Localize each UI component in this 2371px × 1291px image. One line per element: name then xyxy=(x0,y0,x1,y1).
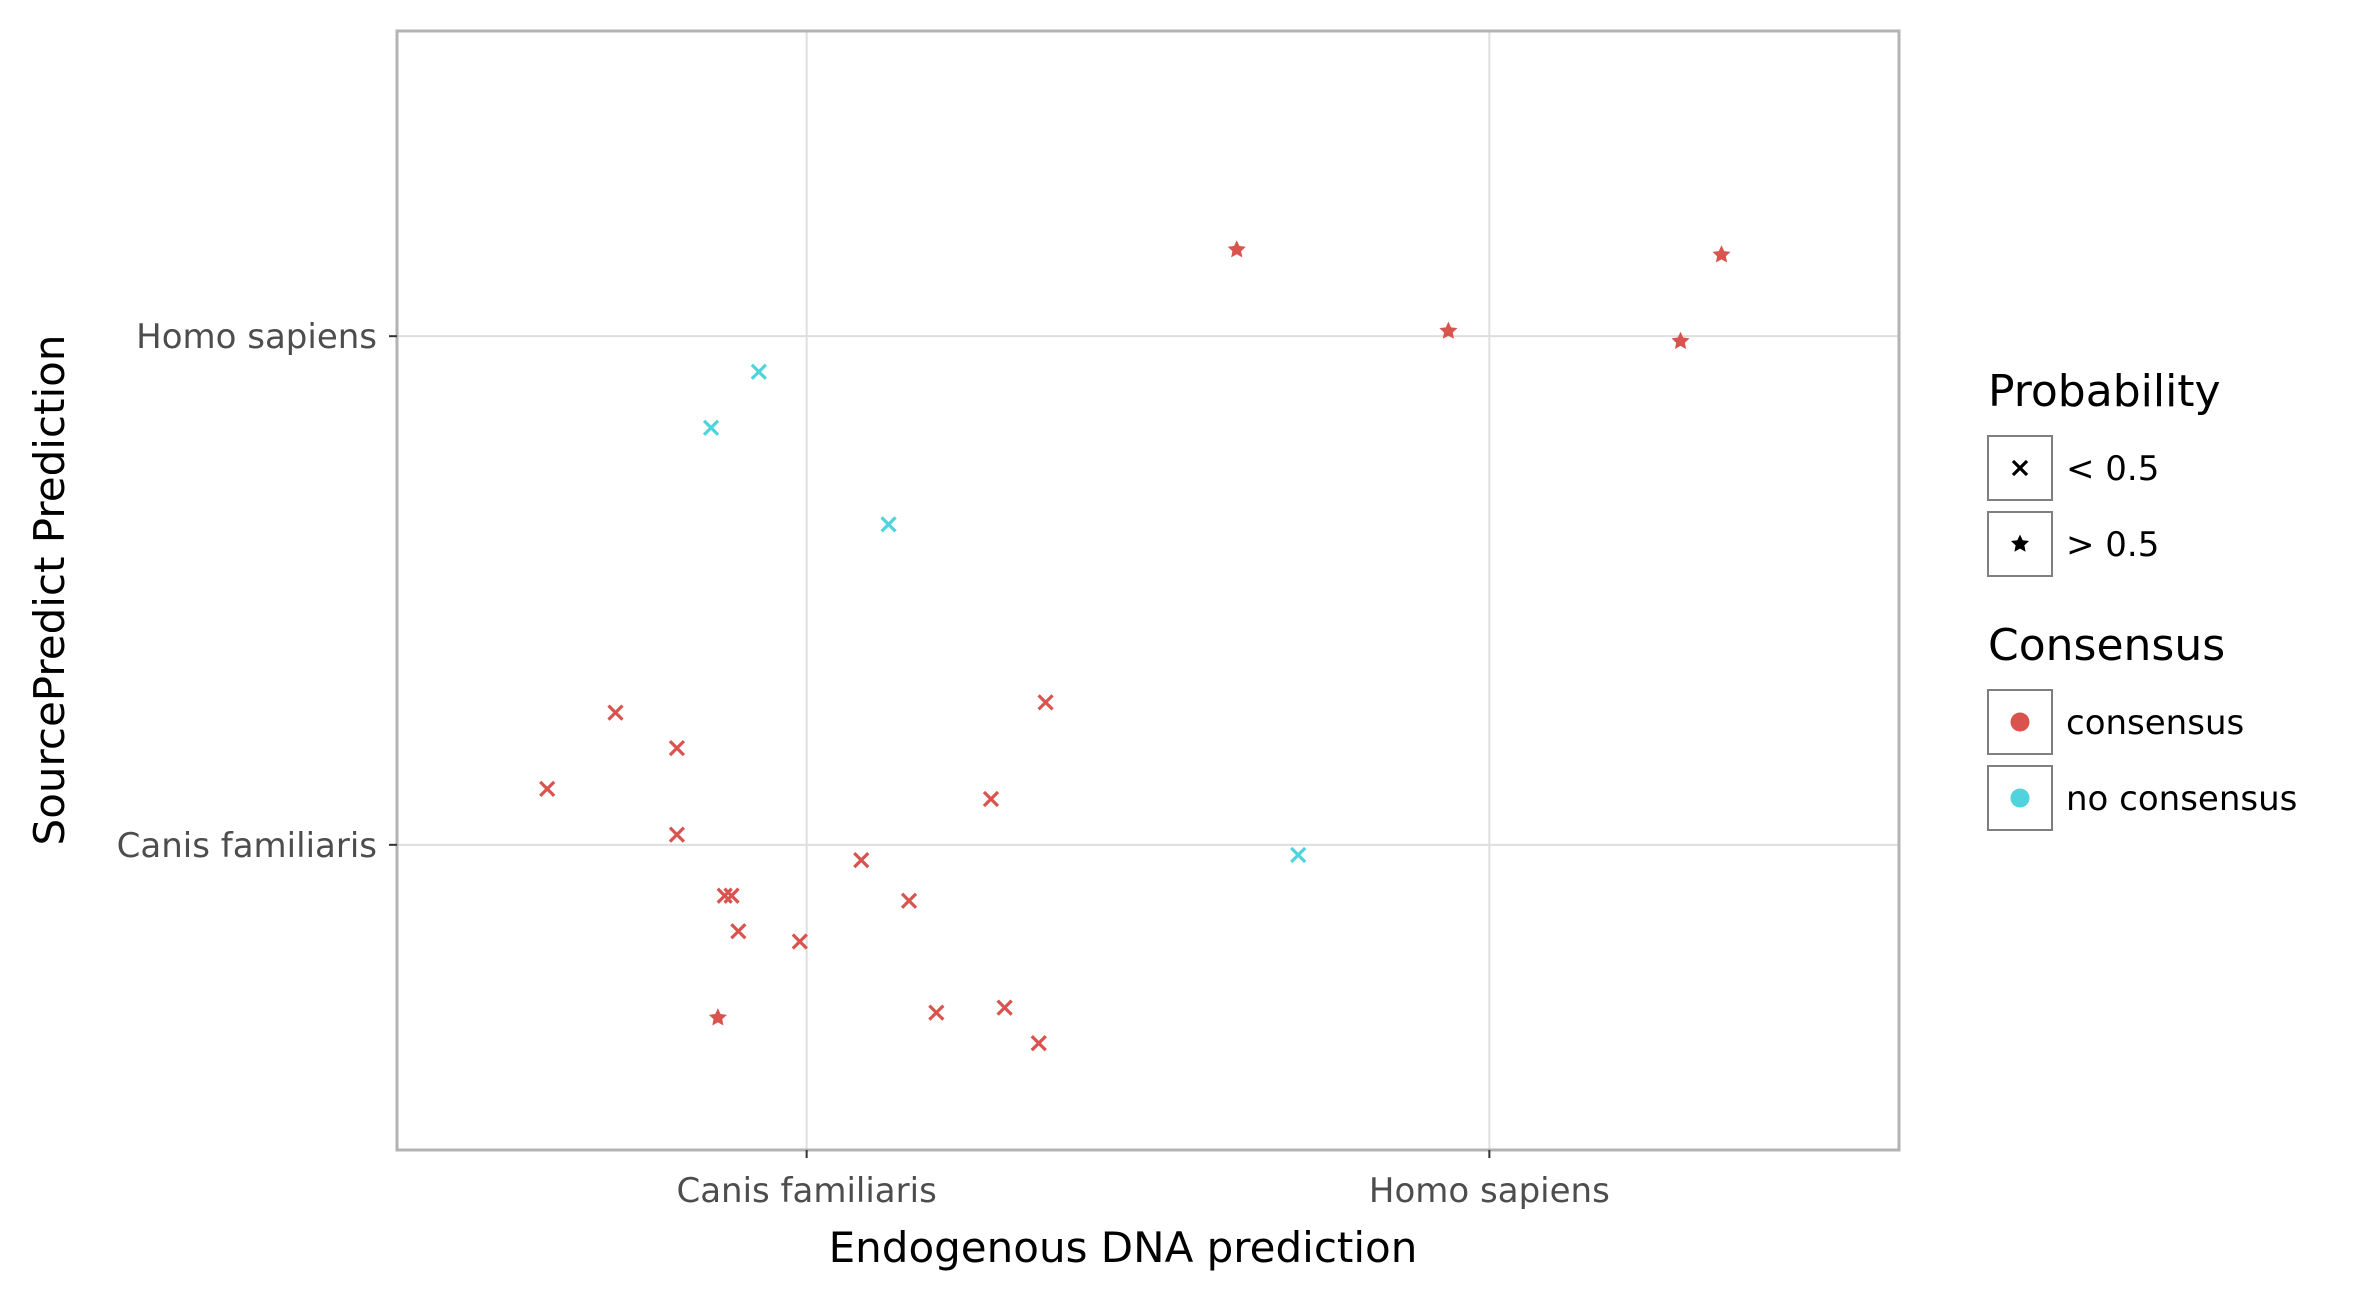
legend: Probability < 0.5 > 0.5 Consensus consensus n… xyxy=(1987,366,2297,831)
legend-marker-dot xyxy=(2010,712,2030,732)
data-point-star-consensus xyxy=(708,1008,727,1026)
data-point-star-consensus xyxy=(1712,245,1731,263)
y-tick-label-homo-sapiens: Homo sapiens xyxy=(136,317,377,357)
data-point-x-consensus xyxy=(730,923,747,940)
grid-lines xyxy=(397,31,1899,1150)
legend-key-no-consensus xyxy=(1987,765,2053,831)
legend-key-consensus xyxy=(1987,689,2053,755)
legend-label: > 0.5 xyxy=(2066,525,2159,565)
legend-key-0-5 xyxy=(1987,511,2053,577)
data-point-x-consensus xyxy=(723,887,740,904)
data-point-x-consensus xyxy=(791,933,808,950)
x-tick-label-canis-familiaris: Canis familiaris xyxy=(676,1171,936,1211)
data-point-x-consensus xyxy=(668,740,686,757)
legend-marker-x xyxy=(2011,459,2029,477)
legend-label: consensus xyxy=(2066,703,2244,743)
legend-marker-dot xyxy=(2010,788,2030,808)
data-point-x-consensus xyxy=(1030,1035,1047,1052)
legend-key-0-5 xyxy=(1987,435,2053,501)
data-point-star-consensus xyxy=(1671,331,1690,349)
legend-key-box xyxy=(1987,689,2053,755)
data-point-star-consensus xyxy=(1439,321,1458,339)
x-tick-label-homo-sapiens: Homo sapiens xyxy=(1369,1171,1610,1211)
plot-panel-border xyxy=(395,29,1901,1152)
data-point-x-no-consensus xyxy=(880,516,897,533)
x-axis-title: Endogenous DNA prediction xyxy=(829,1223,1418,1272)
data-point-star-consensus xyxy=(1227,240,1246,258)
data-point-x-consensus xyxy=(1037,694,1054,711)
data-point-x-consensus xyxy=(668,826,686,843)
y-tick-label-canis-familiaris: Canis familiaris xyxy=(117,826,377,866)
data-point-x-consensus xyxy=(539,780,556,797)
data-point-x-no-consensus xyxy=(702,419,720,436)
data-points xyxy=(539,240,1731,1052)
data-point-x-consensus xyxy=(716,887,733,904)
data-point-x-no-consensus xyxy=(750,363,767,380)
y-axis-title: SourcePredict Prediction xyxy=(25,335,74,846)
data-point-x-consensus xyxy=(853,851,870,869)
data-point-x-consensus xyxy=(900,892,918,909)
legend-title-probability: Probability xyxy=(1988,366,2221,417)
legend-label: no consensus xyxy=(2066,779,2297,819)
legend-marker-star xyxy=(2010,534,2030,552)
data-point-x-consensus xyxy=(928,1004,945,1021)
legend-title-consensus: Consensus xyxy=(1988,620,2225,671)
legend-label: < 0.5 xyxy=(2066,449,2159,489)
axis-ticks: Canis familiaris Homo sapiens Canis famili… xyxy=(117,317,1610,1211)
data-point-x-no-consensus xyxy=(1290,846,1307,864)
data-point-x-consensus xyxy=(982,790,1000,808)
data-point-x-consensus xyxy=(996,999,1013,1016)
data-point-x-consensus xyxy=(607,704,624,721)
